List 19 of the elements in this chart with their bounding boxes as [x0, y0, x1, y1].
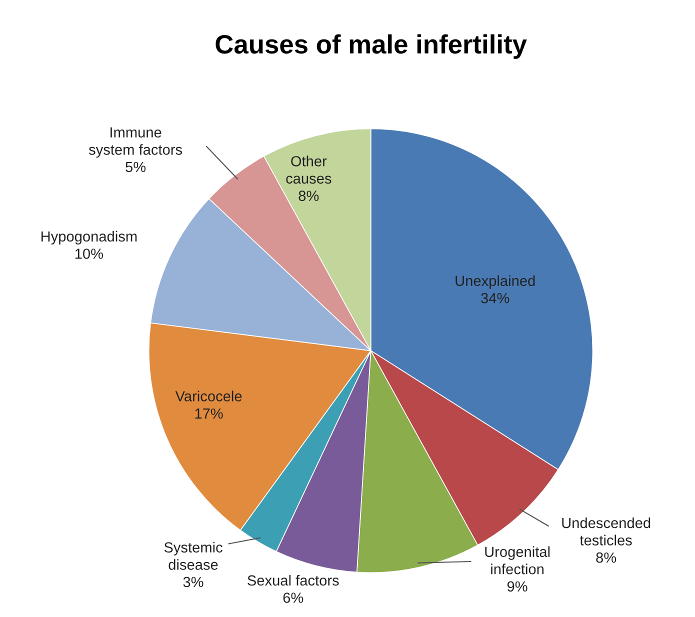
data-label: 3%	[183, 576, 204, 588]
slice-label: Systemic disease	[164, 542, 222, 570]
chart-title: Causes of male infertility	[216, 34, 527, 59]
slice-label: Undescended testicles	[562, 517, 650, 546]
data-label: 8%	[298, 190, 319, 201]
data-label: 10%	[75, 248, 104, 259]
slice-label: Other causes	[286, 156, 332, 184]
slice-label: Hypogonadism	[42, 230, 137, 245]
data-label: 5%	[126, 162, 146, 172]
data-label: 34%	[481, 292, 510, 304]
data-label: 9%	[507, 581, 528, 592]
slice-label: Urogenital infection	[485, 546, 550, 574]
data-label: 6%	[283, 592, 304, 603]
data-label: 17%	[195, 408, 223, 419]
slice-label: Unexplained	[456, 275, 535, 289]
data-label: 8%	[596, 552, 616, 563]
slice-label: Varicocele	[175, 390, 242, 402]
slice-label: Immune system factors	[88, 127, 182, 158]
slice-label: Sexual factors	[248, 574, 339, 586]
